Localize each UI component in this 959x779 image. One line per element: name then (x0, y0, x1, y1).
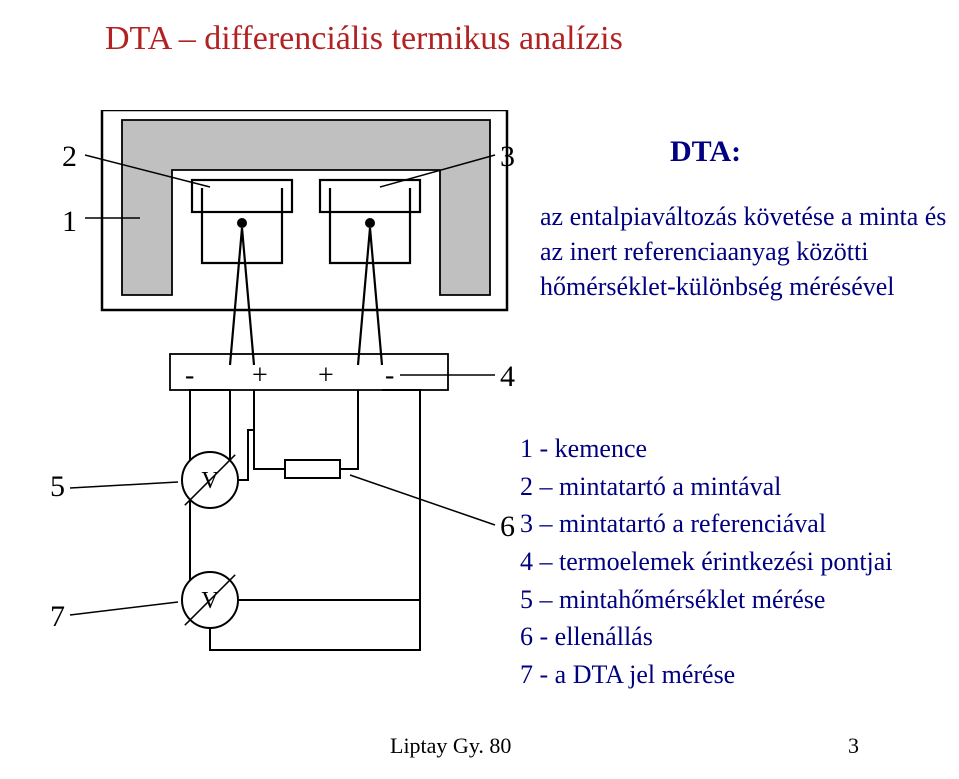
legend: 1 - kemence 2 – mintatartó a mintával 3 … (520, 430, 893, 694)
polarity-minus: - (385, 360, 394, 392)
part-label-3: 3 (500, 140, 515, 174)
legend-item: 5 – mintahőmérséklet mérése (520, 581, 893, 619)
legend-item: 6 - ellenállás (520, 618, 893, 656)
page-number: 3 (848, 733, 859, 759)
dta-description: az entalpiaváltozás követése a minta és … (540, 199, 950, 304)
part-label-6: 6 (500, 510, 515, 544)
legend-item: 1 - kemence (520, 430, 893, 468)
legend-item: 3 – mintatartó a referenciával (520, 505, 893, 543)
polarity-minus: - (185, 360, 194, 392)
part-label-1: 1 (62, 205, 77, 239)
legend-item: 4 – termoelemek érintkezési pontjai (520, 543, 893, 581)
diagram-svg: VV (40, 110, 520, 690)
svg-text:V: V (201, 468, 219, 494)
polarity-plus: + (318, 360, 334, 392)
page-title: DTA – differenciális termikus analízis (105, 20, 623, 58)
footer-citation: Liptay Gy. 80 (390, 733, 511, 759)
part-label-2: 2 (62, 140, 77, 174)
part-label-4: 4 (500, 360, 515, 394)
legend-item: 7 - a DTA jel mérése (520, 656, 893, 694)
part-label-5: 5 (50, 470, 65, 504)
dta-label: DTA: (670, 135, 950, 169)
svg-text:V: V (201, 588, 219, 614)
legend-item: 2 – mintatartó a mintával (520, 468, 893, 506)
part-label-7: 7 (50, 600, 65, 634)
dta-diagram: VV 2 1 3 4 5 6 7 - + + - (40, 110, 500, 690)
description-block: DTA: az entalpiaváltozás követése a mint… (540, 135, 950, 304)
polarity-plus: + (252, 360, 268, 392)
